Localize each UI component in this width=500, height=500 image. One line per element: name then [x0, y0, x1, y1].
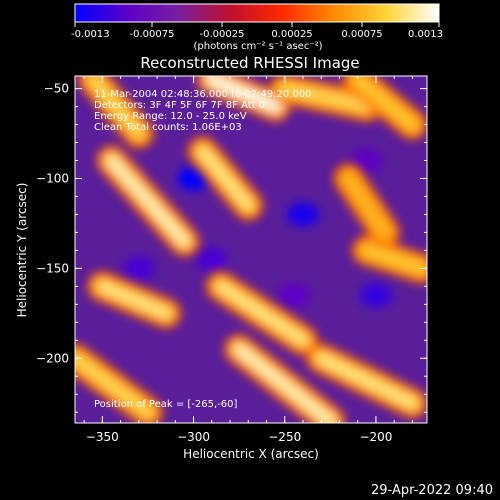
- colorbar-tick-label: 0.00025: [271, 29, 312, 40]
- y-tick-label: −200: [36, 351, 69, 365]
- bright-region: [306, 343, 427, 419]
- annotation-block: 11-Mar-2004 02:48:36.000 to 02:49:20.000…: [94, 89, 312, 133]
- x-axis-label: Heliocentric X (arcsec): [183, 447, 319, 461]
- dark-region: [359, 283, 392, 308]
- bright-region: [196, 76, 291, 122]
- heatmap-image: [75, 76, 427, 423]
- x-tick-label: −350: [86, 430, 119, 444]
- colorbar-tick-label: 0.0013: [408, 29, 443, 40]
- x-tick-label: −250: [268, 430, 301, 444]
- y-tick-label: −100: [36, 171, 69, 185]
- colorbar: [74, 3, 440, 23]
- dark-region: [277, 283, 310, 308]
- x-tick-label: −300: [177, 430, 210, 444]
- bright-region: [269, 76, 382, 122]
- colorbar-units: (photons cm⁻² s⁻¹ asec⁻²): [193, 41, 322, 52]
- colorbar-tick-label: -0.00025: [200, 29, 245, 40]
- annotation-line: Detectors: 3F 4F 5F 6F 7F 8F Att 0: [94, 100, 265, 111]
- chart-title: Reconstructed RHESSI Image: [140, 54, 359, 72]
- colorbar-ticks: -0.0013 -0.00075 -0.00025 0.00025 0.00075 0.0…: [71, 22, 443, 40]
- annotation-line: 11-Mar-2004 02:48:36.000 to 02:49:20.000: [94, 89, 312, 100]
- colorbar-tick-label: -0.00075: [130, 29, 175, 40]
- bright-region: [333, 163, 401, 248]
- dark-region: [122, 256, 155, 281]
- bright-region: [75, 343, 163, 423]
- dark-region: [350, 148, 383, 173]
- annotation-line: Energy Range: 12.0 - 25.0 keV: [94, 111, 247, 122]
- bright-region: [87, 271, 182, 329]
- peak-position-label: Position of Peak = [-265,-60]: [94, 399, 238, 410]
- bright-region: [78, 76, 154, 149]
- annotation-line: Clean Total counts: 1.06E+03: [94, 122, 242, 133]
- y-tick-label: −150: [36, 261, 69, 275]
- bright-region: [342, 76, 427, 140]
- dark-region: [195, 247, 228, 272]
- plot-frame: [74, 75, 428, 424]
- bright-region: [96, 145, 200, 257]
- dark-region: [286, 202, 319, 227]
- x-tick-label: −200: [359, 430, 392, 444]
- x-axis: −350 −300 −250 −200: [83, 76, 413, 444]
- footer-timestamp: 29-Apr-2022 09:40: [371, 483, 493, 498]
- bright-region: [205, 271, 318, 356]
- y-axis: −50 −100 −150 −200: [36, 82, 427, 413]
- colorbar-tick-label: 0.00075: [341, 29, 382, 40]
- bright-region: [351, 235, 427, 284]
- y-axis-label: Heliocentric Y (arcsec): [15, 183, 29, 318]
- colorbar-tick-label: -0.0013: [71, 29, 110, 40]
- bright-region: [224, 334, 346, 423]
- bright-region: [187, 136, 264, 221]
- y-tick-label: −50: [44, 82, 69, 96]
